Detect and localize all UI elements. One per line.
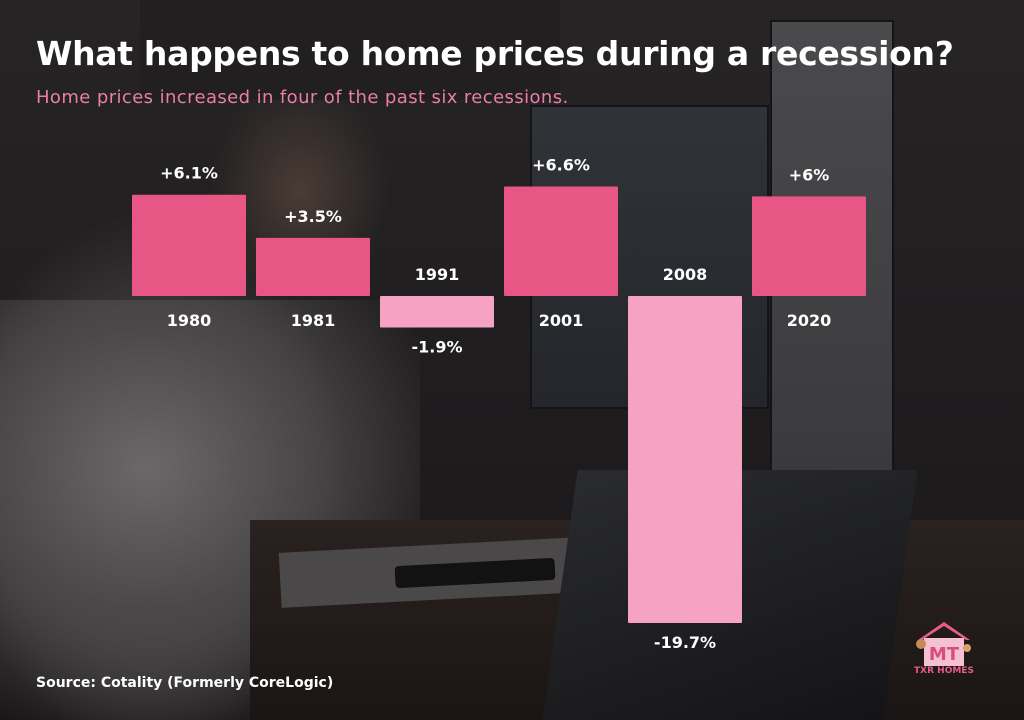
value-label-2008: -19.7% bbox=[654, 633, 716, 652]
chart-title: What happens to home prices during a rec… bbox=[36, 34, 954, 73]
category-label-2020: 2020 bbox=[787, 311, 832, 330]
category-label-2001: 2001 bbox=[539, 311, 584, 330]
bar-2001 bbox=[504, 186, 618, 296]
bar-2020 bbox=[752, 196, 866, 296]
category-label-1980: 1980 bbox=[167, 311, 212, 330]
chart-subtitle: Home prices increased in four of the pas… bbox=[36, 87, 569, 108]
bar-1981 bbox=[256, 237, 370, 296]
category-label-1981: 1981 bbox=[291, 311, 336, 330]
value-label-2020: +6% bbox=[789, 165, 830, 184]
category-label-2008: 2008 bbox=[663, 265, 708, 284]
svg-text:MT: MT bbox=[929, 644, 960, 665]
value-label-2001: +6.6% bbox=[532, 155, 590, 174]
bar-2008 bbox=[628, 296, 742, 624]
house-family-logo-icon: MT bbox=[916, 622, 971, 666]
source-note: Source: Cotality (Formerly CoreLogic) bbox=[36, 675, 334, 691]
bar-1980 bbox=[132, 194, 246, 296]
value-label-1981: +3.5% bbox=[284, 207, 342, 226]
category-label-1991: 1991 bbox=[415, 265, 460, 284]
bar-1991 bbox=[380, 296, 494, 328]
logo-text: TXR HOMES bbox=[914, 666, 974, 676]
value-label-1991: -1.9% bbox=[411, 338, 462, 357]
value-label-1980: +6.1% bbox=[160, 164, 218, 183]
brand-logo: MT TXR HOMES bbox=[912, 618, 976, 682]
